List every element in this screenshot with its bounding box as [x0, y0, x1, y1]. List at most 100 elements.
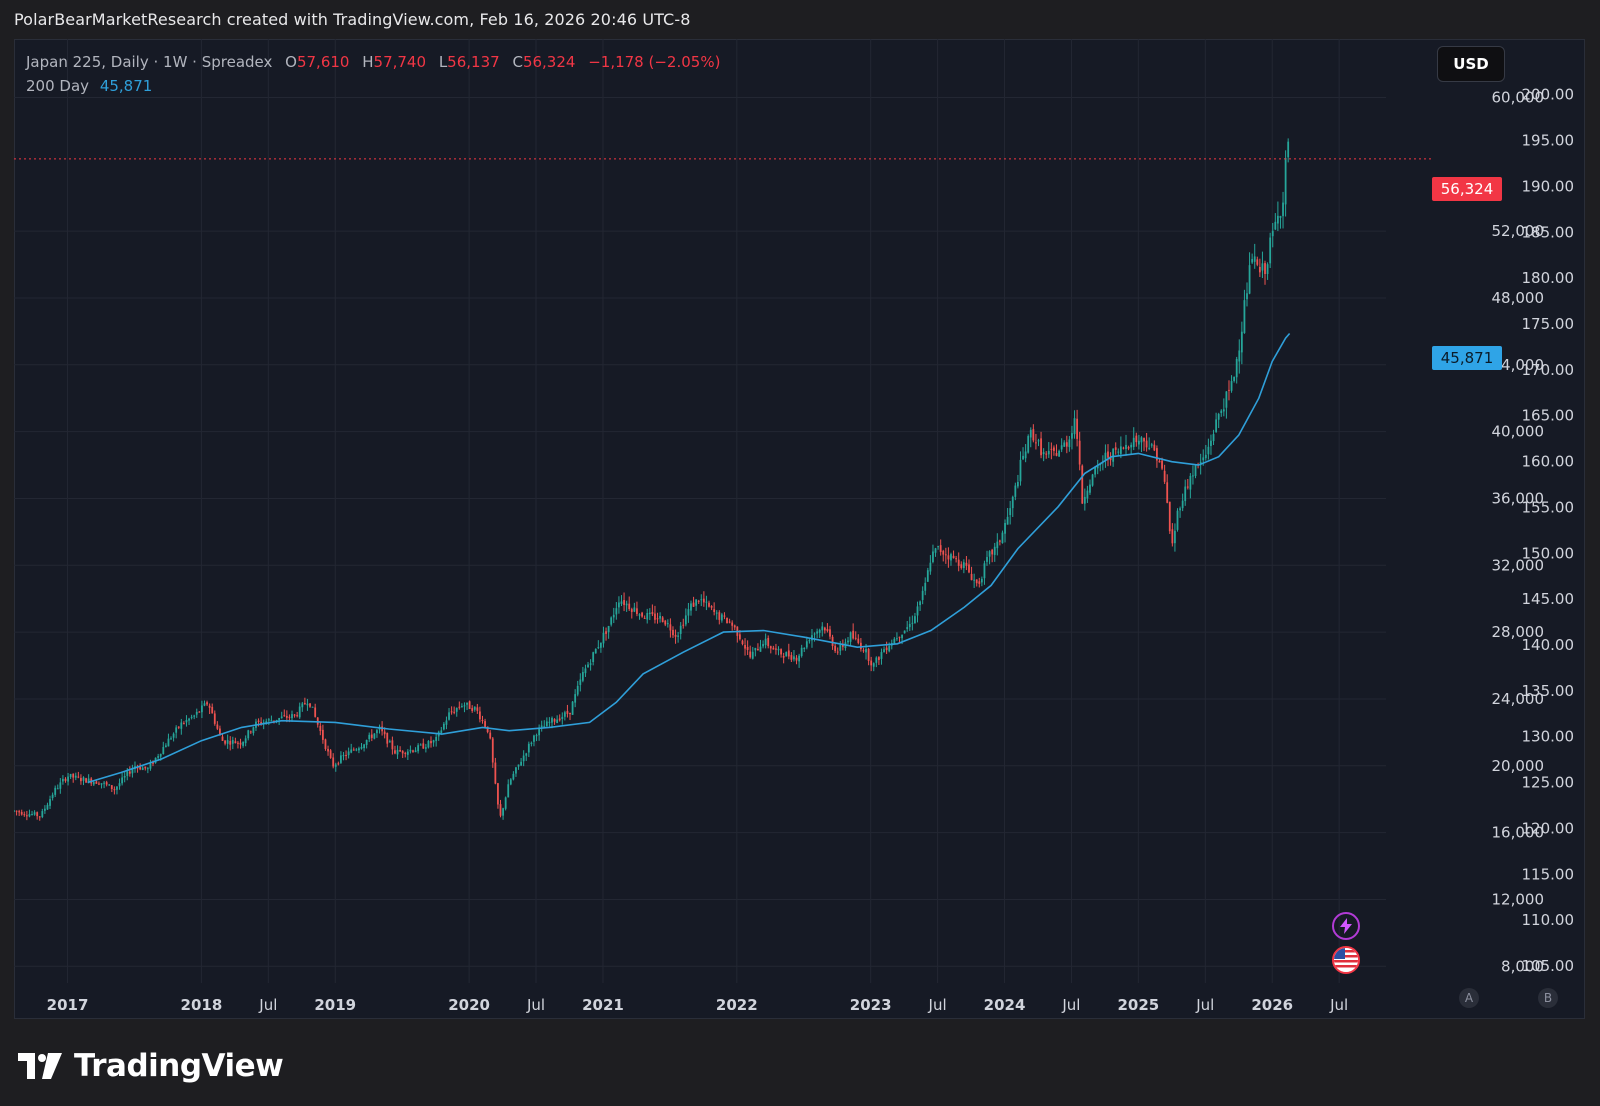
candle — [545, 717, 548, 727]
candle — [960, 561, 963, 570]
candle — [409, 745, 412, 754]
candle-body — [679, 625, 682, 634]
candle — [198, 711, 201, 713]
candle — [700, 594, 703, 607]
candle — [939, 539, 942, 556]
candle — [172, 732, 175, 742]
currency-button[interactable]: USD — [1437, 46, 1505, 82]
candle — [77, 771, 80, 779]
x-axis-tick-label: Jul — [928, 996, 947, 1014]
candle-body — [494, 762, 497, 784]
candle-body — [656, 618, 659, 620]
candle — [955, 555, 958, 563]
candle-body — [293, 714, 296, 716]
candle-body — [769, 646, 772, 649]
candle — [327, 745, 329, 756]
candle — [692, 596, 695, 607]
candle — [664, 619, 667, 627]
candle-body — [59, 782, 62, 789]
candle — [309, 703, 311, 708]
candle — [14, 810, 15, 813]
candle — [535, 733, 538, 742]
candle-body — [1091, 474, 1094, 486]
candle-body — [1035, 442, 1037, 444]
candle-body — [545, 721, 548, 727]
candle-body — [98, 783, 100, 785]
candle-body — [597, 647, 600, 649]
candle-body — [1058, 450, 1060, 457]
candle-body — [921, 590, 924, 600]
candle — [659, 612, 662, 623]
candle-body — [741, 640, 744, 645]
candle — [875, 656, 878, 668]
candle — [757, 643, 759, 651]
candle-body — [986, 557, 988, 562]
candle-body — [1271, 230, 1274, 237]
candle-body — [983, 563, 986, 579]
candle-body — [1065, 442, 1068, 447]
candle — [1179, 506, 1181, 518]
auto-scale-button[interactable]: A — [1459, 988, 1479, 1008]
candle-body — [74, 775, 77, 778]
candle-body — [1096, 465, 1099, 469]
candle — [533, 734, 535, 747]
candle — [957, 552, 960, 572]
ma-legend-row: 200 Day 45,871 — [26, 74, 720, 98]
candle — [167, 733, 170, 747]
us-flag-icon[interactable] — [1332, 946, 1360, 974]
chart-panel[interactable] — [14, 39, 1585, 1019]
candle — [1029, 427, 1032, 448]
candle — [144, 766, 147, 771]
candle — [553, 718, 556, 725]
candle-body — [726, 617, 728, 624]
right-axis-tick-label: 12,000 — [1492, 890, 1545, 908]
candle — [1248, 252, 1251, 295]
candle — [1114, 442, 1117, 455]
price-chart[interactable]: 60,000 52,000 48,000 44,000 40,000 36,000 32,0… — [14, 39, 1585, 1019]
candle — [919, 600, 921, 611]
candle-body — [440, 730, 443, 734]
candle — [1071, 425, 1073, 450]
candle — [947, 547, 950, 568]
candle-body — [1063, 442, 1066, 447]
candle-body — [823, 627, 826, 631]
lightning-icon[interactable] — [1332, 912, 1360, 940]
candle-body — [110, 785, 113, 790]
candle-body — [62, 778, 64, 782]
candle-body — [1222, 409, 1225, 412]
tradingview-brand[interactable]: TradingView — [18, 1048, 284, 1084]
ma-price-tag: 45,871 — [1432, 346, 1502, 370]
candle-body — [321, 729, 324, 740]
scale-b-button[interactable]: B — [1538, 988, 1558, 1008]
candle-body — [1135, 435, 1138, 443]
candle-body — [1220, 410, 1223, 414]
candle-body — [296, 715, 299, 717]
candle — [1207, 438, 1210, 460]
candle-body — [113, 789, 116, 791]
candle-body — [988, 551, 991, 557]
candle — [849, 631, 852, 647]
candle-body — [1019, 459, 1022, 482]
candle — [980, 576, 983, 587]
candle — [1137, 434, 1140, 450]
candle-body — [1047, 450, 1050, 455]
candle — [1024, 444, 1027, 463]
candle — [630, 607, 633, 619]
candle-body — [834, 645, 837, 652]
candle — [574, 689, 577, 708]
candle-body — [486, 726, 489, 733]
candle — [1047, 442, 1050, 458]
candle-body — [875, 657, 878, 663]
candle — [993, 542, 996, 562]
candle — [368, 732, 371, 743]
candle — [360, 742, 363, 750]
candle — [620, 595, 623, 607]
candle-body — [548, 721, 551, 723]
candle-body — [1076, 418, 1079, 439]
candle-body — [430, 741, 432, 744]
candle — [1078, 431, 1081, 471]
candle-body — [826, 628, 829, 631]
secondary-axis-tick-label: 135.00 — [1522, 682, 1575, 700]
candle — [1222, 398, 1225, 417]
candle-body — [190, 716, 193, 718]
